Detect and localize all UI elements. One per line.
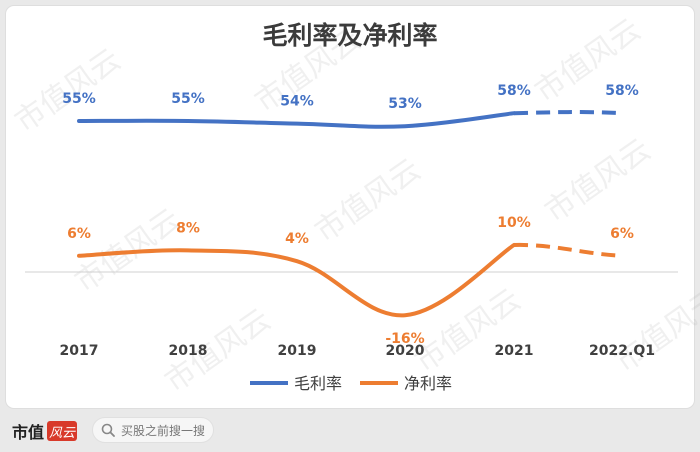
series-line-projection-1 bbox=[513, 242, 623, 258]
data-label: 10% bbox=[497, 215, 531, 231]
legend: 毛利率 净利率 bbox=[250, 374, 452, 393]
footer-bar: 市值 风云 买股之前搜一搜 bbox=[0, 410, 700, 452]
brand-logo[interactable]: 市值 风云 bbox=[12, 419, 78, 443]
data-label: 6% bbox=[67, 226, 91, 242]
data-label: 8% bbox=[176, 220, 200, 236]
brand-badge: 风云 bbox=[47, 421, 78, 441]
x-tick-label: 2020 bbox=[386, 343, 425, 359]
x-tick-label: 2019 bbox=[278, 343, 317, 359]
data-label: 55% bbox=[62, 91, 96, 107]
x-tick-label: 2021 bbox=[495, 343, 534, 359]
data-label: 6% bbox=[610, 226, 634, 242]
data-label: 4% bbox=[285, 231, 309, 247]
x-tick-label: 2022.Q1 bbox=[589, 343, 655, 359]
data-label: 58% bbox=[497, 83, 531, 99]
x-tick-label: 2018 bbox=[169, 343, 208, 359]
chart-title: 毛利率及净利率 bbox=[262, 21, 437, 50]
data-label: 55% bbox=[171, 91, 205, 107]
chart-card: 市值风云 市值风云 市值风云 市值风云 市值风云 市值风云 市值风云 市值风云 … bbox=[6, 6, 700, 408]
data-label: 54% bbox=[280, 94, 314, 110]
data-label: 58% bbox=[605, 83, 639, 99]
data-label: -16% bbox=[385, 331, 424, 347]
legend-label: 净利率 bbox=[404, 374, 452, 393]
search-placeholder: 买股之前搜一搜 bbox=[121, 423, 206, 438]
x-tick-label: 2017 bbox=[60, 343, 99, 359]
search-box[interactable]: 买股之前搜一搜 bbox=[92, 417, 214, 443]
series-line-projection-0 bbox=[513, 110, 623, 116]
data-label: 53% bbox=[388, 96, 422, 112]
series-line-1 bbox=[77, 243, 516, 318]
line-chart: 毛利率及净利率 55% 55% 54% 53% 58% 58% 6% 8% 4% -16% 10% 6… bbox=[25, 21, 678, 393]
search-icon bbox=[101, 423, 115, 437]
legend-label: 毛利率 bbox=[294, 374, 342, 393]
series-line-0 bbox=[77, 111, 516, 129]
brand-text: 市值 bbox=[12, 423, 45, 442]
